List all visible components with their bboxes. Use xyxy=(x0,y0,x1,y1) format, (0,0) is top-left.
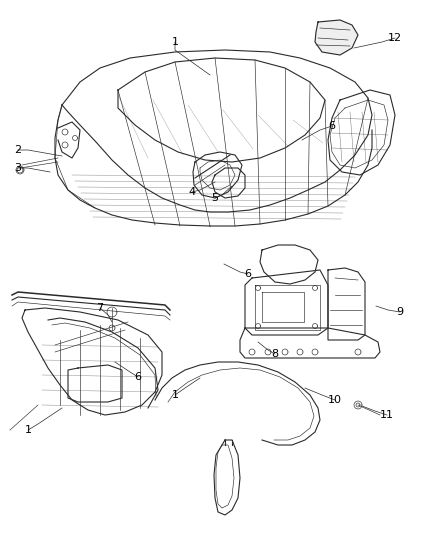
Text: 9: 9 xyxy=(396,307,403,317)
Text: 4: 4 xyxy=(188,187,195,197)
Polygon shape xyxy=(315,20,358,55)
Text: 6: 6 xyxy=(328,121,336,131)
Text: 5: 5 xyxy=(212,193,219,203)
Text: 1: 1 xyxy=(172,390,179,400)
Text: 6: 6 xyxy=(244,269,251,279)
Text: 7: 7 xyxy=(96,303,103,313)
Text: 8: 8 xyxy=(272,349,279,359)
Text: 12: 12 xyxy=(388,33,402,43)
Text: 6: 6 xyxy=(134,372,141,382)
Text: 3: 3 xyxy=(14,163,21,173)
Text: 1: 1 xyxy=(172,37,179,47)
Text: 1: 1 xyxy=(25,425,32,435)
Text: 11: 11 xyxy=(380,410,394,420)
Text: 10: 10 xyxy=(328,395,342,405)
Text: 2: 2 xyxy=(14,145,21,155)
